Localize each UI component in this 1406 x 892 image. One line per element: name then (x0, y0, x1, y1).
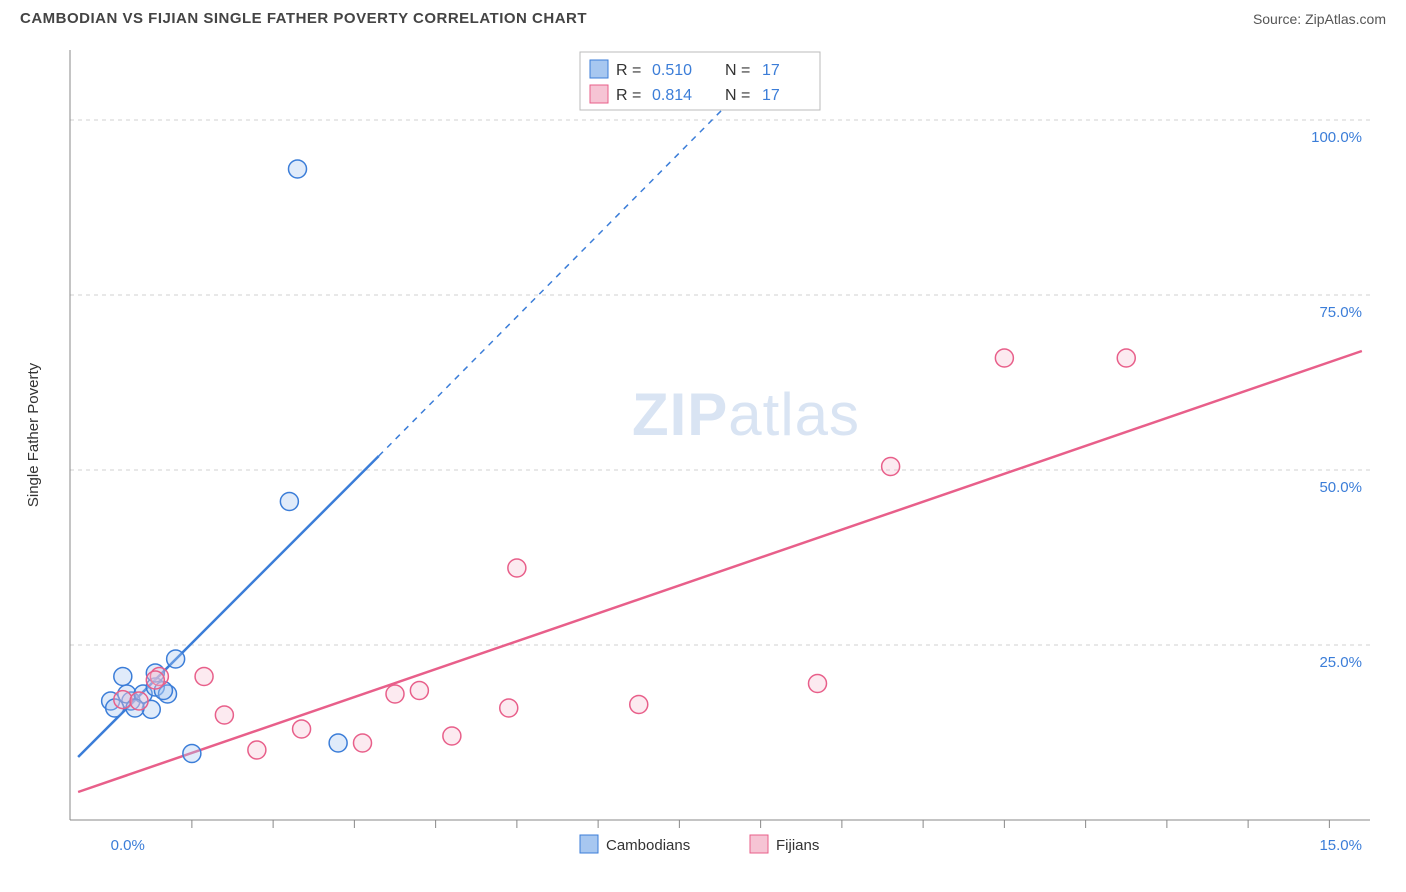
x-max-label: 15.0% (1319, 837, 1362, 854)
data-point-fijians (500, 699, 518, 717)
legend-label-cambodians: Cambodians (606, 837, 690, 854)
y-tick-label: 100.0% (1311, 129, 1362, 146)
y-tick-label: 75.0% (1319, 304, 1362, 321)
r-value-fijians: 0.814 (652, 87, 692, 104)
y-tick-label: 50.0% (1319, 479, 1362, 496)
data-point-cambodians (289, 160, 307, 178)
data-point-fijians (995, 349, 1013, 367)
chart-title: CAMBODIAN VS FIJIAN SINGLE FATHER POVERT… (20, 10, 587, 27)
chart-source: Source: ZipAtlas.com (1253, 11, 1386, 27)
data-point-cambodians (183, 745, 201, 763)
source-label: Source: (1253, 11, 1305, 27)
data-point-fijians (882, 458, 900, 476)
data-point-fijians (114, 691, 132, 709)
scatter-chart: 25.0% 50.0% 75.0% 100.0% ZIPatlas 0.0% 15.0% Si… (20, 40, 1386, 880)
n-value-cambodians: 17 (762, 62, 780, 79)
x-min-label: 0.0% (111, 837, 145, 854)
y-tick-label: 25.0% (1319, 654, 1362, 671)
svg-text:R =: R = (616, 87, 641, 104)
legend-swatch-cambodians (590, 60, 608, 78)
r-value-cambodians: 0.510 (652, 62, 692, 79)
data-point-fijians (508, 559, 526, 577)
n-value-fijians: 17 (762, 87, 780, 104)
svg-text:N =: N = (725, 87, 750, 104)
svg-text:R =: R = (616, 62, 641, 79)
chart-area: 25.0% 50.0% 75.0% 100.0% ZIPatlas 0.0% 15.0% Si… (20, 40, 1386, 880)
data-point-fijians (195, 668, 213, 686)
data-point-fijians (215, 706, 233, 724)
data-point-fijians (410, 682, 428, 700)
series-legend: Cambodians Fijians (580, 835, 819, 854)
data-point-fijians (146, 671, 164, 689)
data-point-fijians (1117, 349, 1135, 367)
data-point-fijians (443, 727, 461, 745)
data-point-fijians (130, 692, 148, 710)
svg-text:N =: N = (725, 62, 750, 79)
y-axis-title: Single Father Poverty (25, 362, 42, 507)
data-point-cambodians (329, 734, 347, 752)
legend-swatch-fijians (590, 85, 608, 103)
data-point-fijians (354, 734, 372, 752)
data-point-cambodians (280, 493, 298, 511)
watermark: ZIPatlas (632, 381, 860, 448)
legend-label-fijians: Fijians (776, 837, 819, 854)
data-point-fijians (809, 675, 827, 693)
data-point-fijians (248, 741, 266, 759)
data-point-fijians (293, 720, 311, 738)
data-point-cambodians (167, 650, 185, 668)
legend-swatch-cambodians (580, 835, 598, 853)
data-point-cambodians (114, 668, 132, 686)
data-point-fijians (630, 696, 648, 714)
legend-swatch-fijians (750, 835, 768, 853)
data-point-fijians (386, 685, 404, 703)
source-value: ZipAtlas.com (1305, 11, 1386, 27)
